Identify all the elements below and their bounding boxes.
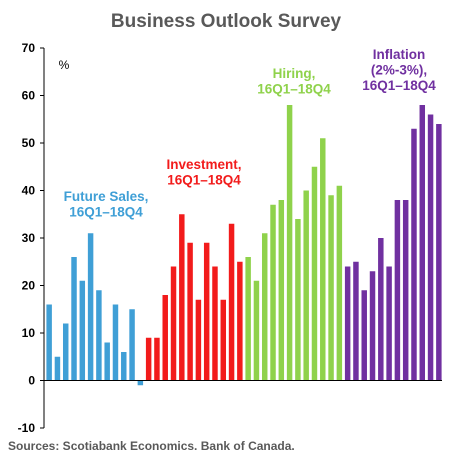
y-tick-label: 50 <box>22 136 36 150</box>
series-label-line: (2%-3%), <box>371 63 427 78</box>
bar <box>394 200 401 381</box>
bar <box>378 238 384 381</box>
bar <box>245 257 251 381</box>
bar <box>79 280 86 381</box>
bar <box>220 299 227 381</box>
series-label: Inflation (2%-3%), 16Q1–18Q4 <box>362 47 436 93</box>
bar <box>369 271 376 381</box>
y-tick-label: 10 <box>22 326 36 340</box>
bar <box>278 200 285 381</box>
bar <box>320 138 326 381</box>
series-label-line: Hiring, <box>273 66 316 81</box>
y-tick-label: 60 <box>22 89 36 103</box>
bar <box>121 352 127 381</box>
series-label-line: Investment, <box>166 157 241 172</box>
chart-title: Business Outlook Survey <box>111 11 342 32</box>
y-tick-label: 0 <box>28 374 35 388</box>
bar <box>129 309 135 381</box>
bar <box>71 257 77 381</box>
y-tick-label: 70 <box>22 41 36 55</box>
series-label: Investment, 16Q1–18Q4 <box>166 157 241 188</box>
bar <box>112 304 119 381</box>
y-tick-label: 40 <box>22 184 36 198</box>
bar <box>154 337 160 381</box>
bar <box>179 214 185 381</box>
series-label-line: 16Q1–18Q4 <box>257 82 331 97</box>
series-label: Hiring, 16Q1–18Q4 <box>257 66 331 97</box>
series-label-line: 16Q1–18Q4 <box>69 205 143 220</box>
bar <box>336 185 343 381</box>
bar <box>145 337 152 381</box>
series-label: Future Sales, 16Q1–18Q4 <box>64 189 149 220</box>
series-label-line: Inflation <box>373 47 426 62</box>
bar <box>170 266 177 381</box>
source-note: Sources: Scotiabank Economics. Bank of C… <box>8 439 295 453</box>
y-tick-label: 30 <box>22 231 36 245</box>
series-label-line: 16Q1–18Q4 <box>167 173 241 188</box>
bar <box>261 233 268 381</box>
bar <box>253 280 260 381</box>
bar <box>419 105 426 381</box>
bar <box>46 304 52 381</box>
bar <box>286 105 293 381</box>
y-tick-label: -10 <box>18 421 36 435</box>
bar <box>237 261 243 381</box>
y-unit-label: % <box>59 58 70 72</box>
bar <box>187 242 193 381</box>
series-label-line: Future Sales, <box>64 189 149 204</box>
series-label-line: 16Q1–18Q4 <box>362 78 436 93</box>
bar <box>344 266 351 381</box>
bar <box>436 124 442 381</box>
bar <box>361 290 367 381</box>
bar <box>137 380 144 386</box>
bar <box>203 242 210 381</box>
bar <box>162 295 168 381</box>
bar <box>96 290 102 381</box>
bar <box>87 233 94 381</box>
bar <box>411 128 417 381</box>
bar <box>303 190 309 381</box>
bar <box>427 114 434 381</box>
bar <box>104 342 110 381</box>
bar <box>195 299 202 381</box>
bar <box>228 223 235 381</box>
bar <box>402 200 409 381</box>
bar <box>311 166 318 381</box>
bar <box>212 266 218 381</box>
bar <box>386 266 392 381</box>
bar <box>54 356 61 381</box>
bar <box>295 219 301 381</box>
bar <box>328 195 334 381</box>
bar <box>270 204 276 381</box>
bar <box>353 261 359 381</box>
y-tick-label: 20 <box>22 279 36 293</box>
bar <box>62 323 69 381</box>
